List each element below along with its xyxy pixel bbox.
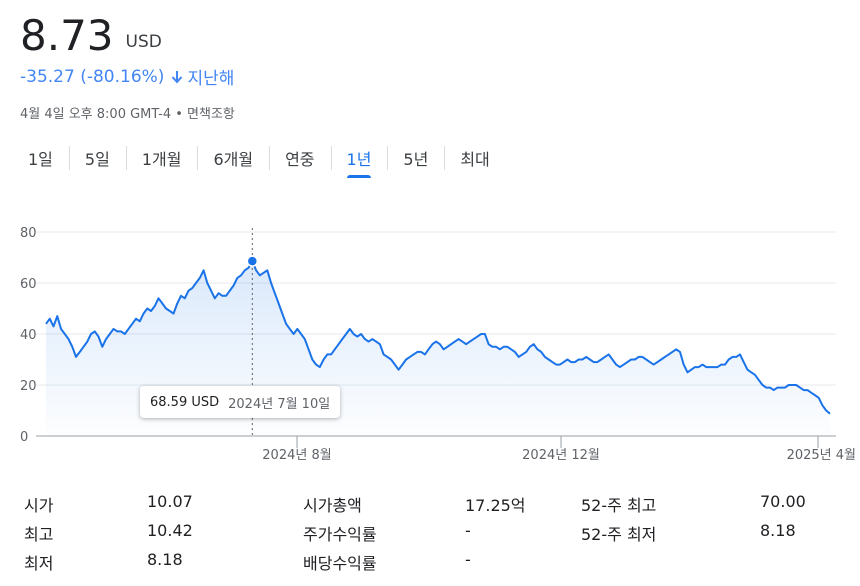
stat-value-pe: - (465, 521, 471, 540)
x-axis-ticks: 2024년 8월 2024년 12월 2025년 4월 (262, 436, 856, 463)
y-tick-label: 20 (20, 379, 37, 394)
highlight-point (246, 255, 259, 267)
y-tick-label: 40 (20, 328, 37, 343)
tooltip-date: 2024년 7월 10일 (228, 396, 331, 412)
stat-value-low: 8.18 (147, 550, 183, 569)
stat-label-52w-high: 52-주 최고 (581, 496, 657, 515)
stat-value-open: 10.07 (147, 492, 193, 511)
stat-value-52w-low: 8.18 (760, 521, 796, 540)
stat-label-pe: 주가수익률 (303, 525, 377, 544)
arrow-down-icon (171, 70, 183, 84)
tab-1y[interactable]: 1년 (330, 136, 388, 180)
stats-row: 시가 10.07 시가총액 17.25억 52-주 최고 70.00 (0, 488, 860, 516)
currency: USD (125, 32, 162, 52)
stat-value-market-cap: 17.25억 (465, 496, 526, 515)
x-tick-label: 2024년 8월 (262, 448, 331, 463)
x-tick-label: 2025년 4월 (787, 448, 856, 463)
stat-label-low: 최저 (24, 554, 54, 573)
stats-row: 최저 8.18 배당수익률 - (0, 546, 860, 574)
stats-row: 최고 10.42 주가수익률 - 52-주 최저 8.18 (0, 517, 860, 545)
tooltip-price: 68.59 USD (150, 394, 220, 410)
chart-tooltip: 68.59 USD 2024년 7월 10일 (140, 386, 341, 418)
stat-label-52w-low: 52-주 최저 (581, 525, 657, 544)
range-tabs: 1일 5일 1개월 6개월 연중 1년 5년 최대 (12, 136, 506, 180)
tab-5y[interactable]: 5년 (387, 136, 444, 180)
tab-1d[interactable]: 1일 (28, 150, 53, 169)
price-chart[interactable]: 0 20 40 60 80 2024년 8월 2024년 12월 2025년 4월 (0, 200, 860, 480)
stat-value-high: 10.42 (147, 521, 193, 540)
tab-6m[interactable]: 6개월 (197, 136, 269, 180)
tab-1m[interactable]: 1개월 (125, 136, 198, 180)
y-tick-label: 0 (20, 430, 28, 445)
stat-value-52w-high: 70.00 (760, 492, 806, 511)
timestamp: 4월 4일 오후 8:00 GMT-4 • 면책조항 (20, 107, 235, 122)
change-period: 지난해 (187, 69, 235, 89)
x-tick-label: 2024년 12월 (522, 448, 600, 463)
stat-label-open: 시가 (24, 496, 54, 515)
price-header: 8.73 USD (20, 8, 162, 60)
y-axis: 0 20 40 60 80 (20, 226, 37, 445)
change-value: -35.27 (-80.16%) (20, 66, 165, 87)
y-tick-label: 60 (20, 277, 37, 292)
stat-label-dividend: 배당수익률 (303, 554, 377, 573)
current-price: 8.73 (20, 11, 114, 60)
tab-5d[interactable]: 5일 (68, 136, 126, 180)
price-change: -35.27 (-80.16%) 지난해 (20, 64, 235, 90)
stat-label-high: 최고 (24, 525, 54, 544)
stat-value-dividend: - (465, 550, 471, 569)
y-tick-label: 80 (20, 226, 37, 241)
tab-ytd[interactable]: 연중 (269, 136, 330, 180)
stat-label-market-cap: 시가총액 (303, 496, 362, 515)
price-line (45, 260, 831, 415)
tab-max[interactable]: 최대 (444, 136, 505, 180)
